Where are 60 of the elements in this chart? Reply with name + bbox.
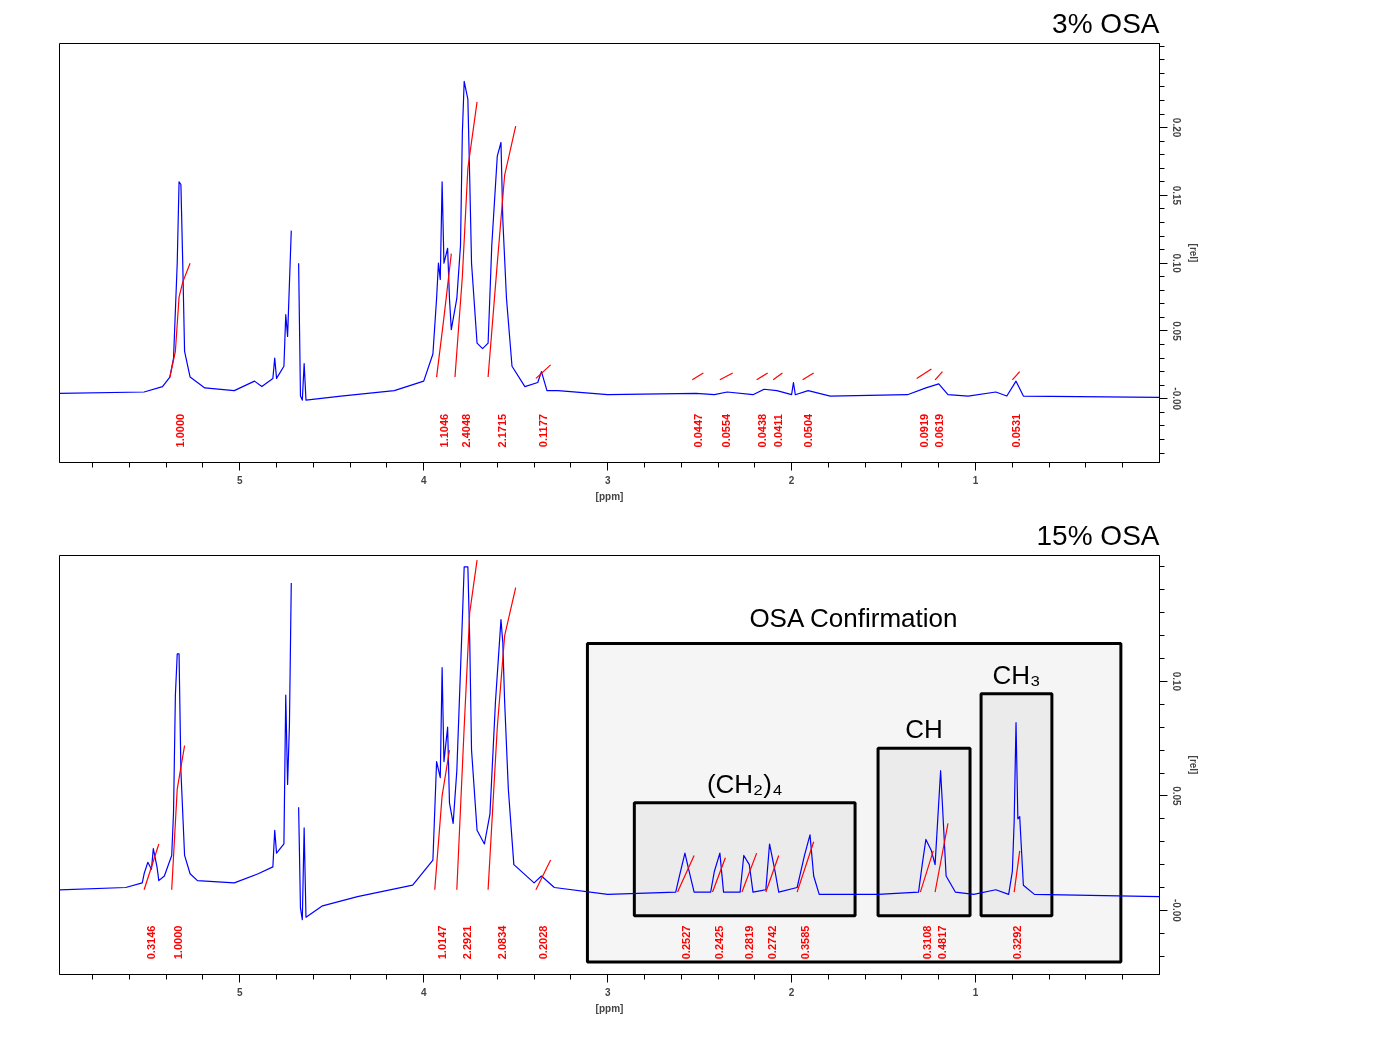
annotation: 0.0554 [720, 412, 733, 448]
y-tick-label: -0.00 [1170, 387, 1182, 411]
x-tick-label: 3 [604, 986, 611, 998]
x-tick-label: 5 [236, 986, 243, 998]
band-label: OSA Confirmation [749, 603, 958, 634]
annotation: 0.3108 [920, 925, 933, 960]
annotation: 1.1046 [437, 413, 450, 448]
annotation: 0.0919 [918, 413, 931, 448]
annotation: 0.1177 [537, 414, 550, 448]
annotation: 0.2028 [537, 925, 550, 960]
annotation: 0.2527 [679, 925, 692, 960]
y-tick-label: -0.00 [1170, 898, 1182, 923]
line-series [456, 559, 478, 891]
x-tick-label: 1 [972, 986, 979, 998]
annotation: 0.3146 [145, 925, 158, 960]
x-tick-label: 2 [788, 474, 795, 486]
y-tick-label: 0.10 [1170, 253, 1182, 274]
annotation: 2.2921 [460, 925, 473, 960]
annotation: 0.4817 [935, 925, 948, 960]
annotation: 0.2819 [743, 925, 756, 960]
y-tick-label: 0.05 [1170, 786, 1182, 807]
line-series [169, 262, 191, 378]
annotation: 2.0834 [495, 924, 508, 960]
band-label: (CH₂)₄ [706, 768, 783, 799]
chart-title: 15% OSA [1036, 519, 1160, 551]
annotation: 0.3585 [799, 925, 812, 960]
y-axis-title: [rel] [1187, 243, 1199, 263]
y-tick-label: 0.20 [1170, 117, 1182, 138]
annotation: 2.1715 [495, 413, 508, 448]
annotation: 0.2742 [766, 925, 779, 960]
y-tick-label: 0.10 [1170, 671, 1182, 692]
line-series [487, 586, 517, 891]
annotation: 0.3292 [1010, 925, 1023, 960]
y-axis-title: [rel] [1187, 755, 1199, 775]
line-series [487, 125, 517, 378]
x-tick-label: 4 [420, 986, 427, 998]
annotation: 0.2425 [712, 925, 725, 960]
x-tick-label: 2 [788, 986, 795, 998]
x-tick-label: 4 [420, 474, 427, 486]
y-tick-label: 0.15 [1170, 185, 1182, 206]
annotation: 0.0531 [1010, 413, 1023, 448]
annotation: 0.0504 [802, 412, 815, 448]
annotation: 2.4048 [460, 413, 473, 448]
x-tick-label: 1 [972, 474, 979, 486]
x-tick-label: 5 [236, 474, 243, 486]
band-label: CH₃ [992, 659, 1041, 690]
x-axis-title: [ppm] [595, 1002, 624, 1014]
annotation: 0.0438 [756, 413, 769, 448]
x-tick-label: 3 [604, 474, 611, 486]
annotation: 1.0000 [172, 925, 185, 960]
annotation: 1.0000 [173, 413, 186, 448]
annotation: 0.0447 [691, 413, 704, 448]
line-series [454, 101, 478, 378]
annotation: 0.0619 [932, 413, 945, 448]
annotation: 1.0147 [436, 925, 449, 960]
x-axis-title: [ppm] [595, 490, 624, 502]
annotation: 0.0411 [771, 414, 784, 448]
chart-title: 3% OSA [1052, 7, 1160, 39]
band-label: CH [905, 714, 943, 745]
y-tick-label: 0.05 [1170, 321, 1182, 342]
